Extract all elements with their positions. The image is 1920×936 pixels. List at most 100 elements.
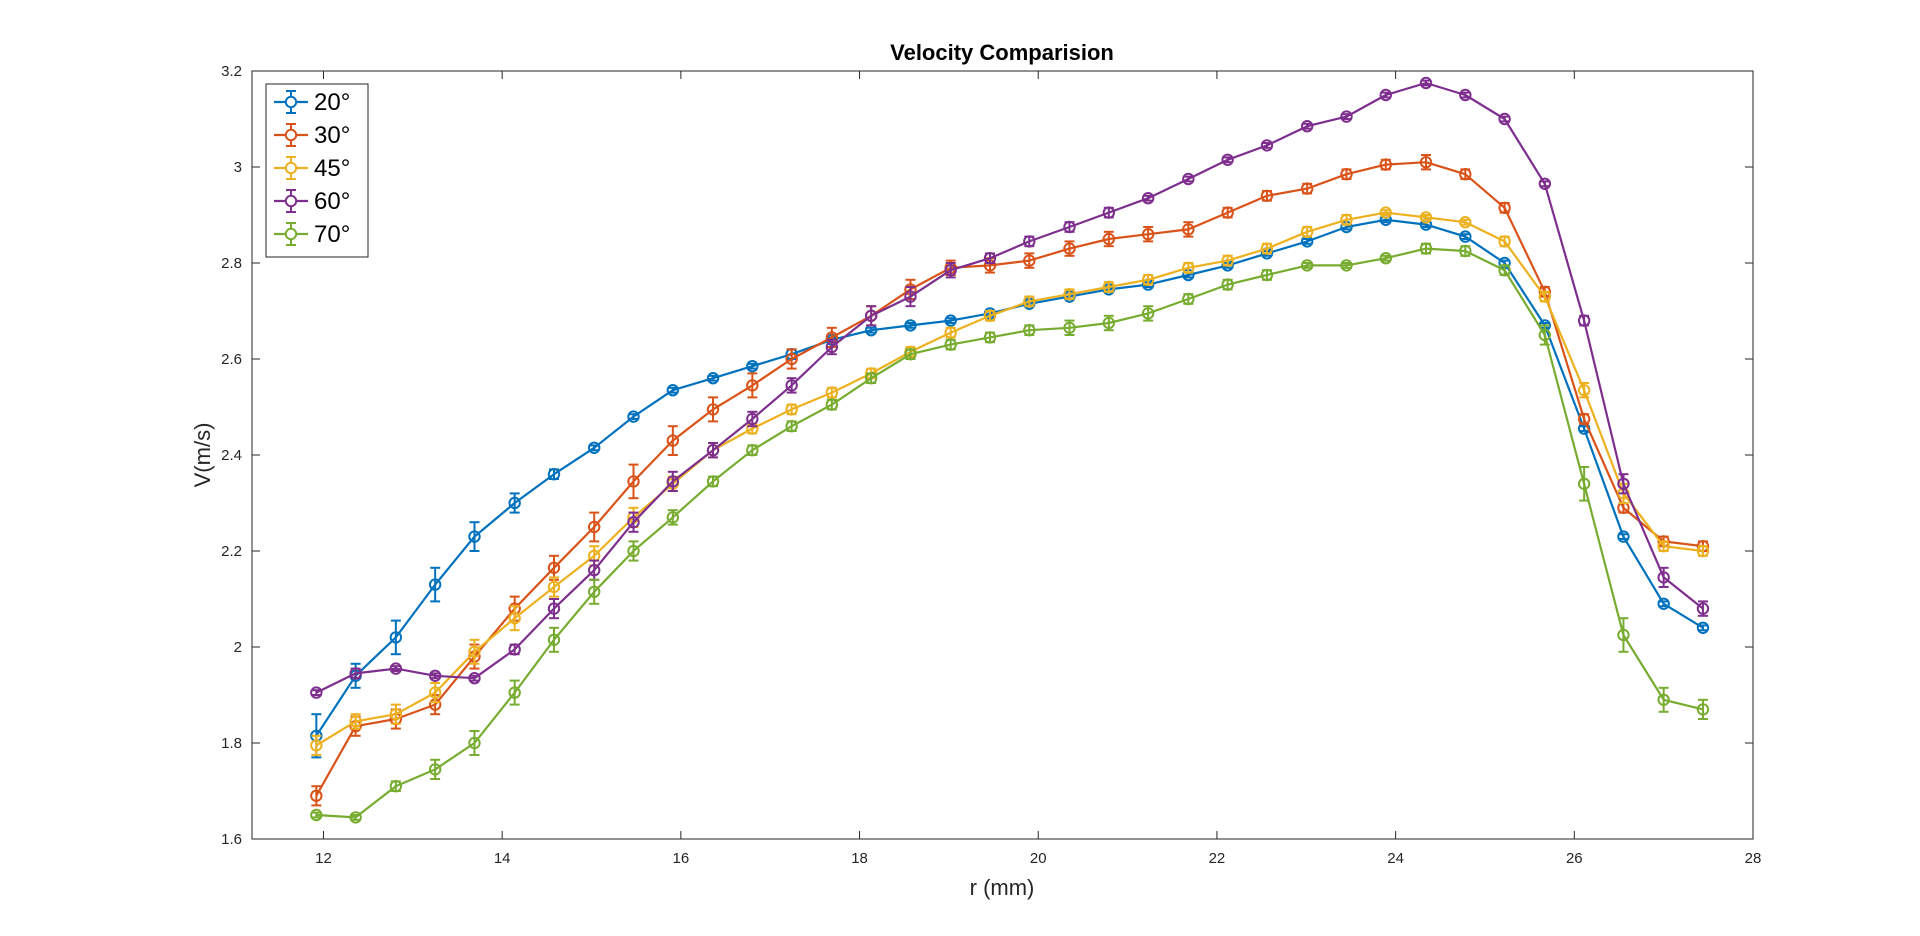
series-line (315, 81, 1704, 694)
data-point (746, 412, 759, 426)
data-point (1419, 156, 1433, 169)
data-point (1102, 206, 1116, 219)
series-line (315, 211, 1704, 747)
data-point (428, 763, 442, 776)
data-point (825, 398, 839, 411)
data-point (706, 403, 720, 416)
data-point (428, 669, 442, 682)
data-point (1379, 158, 1392, 171)
data-point (944, 338, 957, 351)
y-tick-label: 2.6 (221, 351, 242, 368)
data-point (508, 496, 521, 510)
data-point (547, 633, 561, 646)
data-point (1538, 290, 1552, 303)
data-point (1577, 477, 1591, 490)
legend-marker (284, 227, 298, 241)
data-point (627, 544, 640, 558)
data-point (666, 384, 680, 397)
data-point (904, 290, 917, 303)
data-point (468, 736, 481, 750)
data-point (1221, 278, 1234, 291)
data-point (1459, 216, 1472, 229)
data-point (310, 739, 323, 752)
data-point (389, 631, 403, 644)
data-point (1063, 220, 1076, 234)
legend-label: 60° (314, 188, 350, 215)
legend-label: 70° (314, 221, 350, 248)
data-point (864, 372, 878, 385)
data-point (1459, 244, 1472, 258)
data-point (547, 468, 561, 481)
data-point (468, 530, 481, 543)
data-point (1498, 264, 1511, 277)
data-point (468, 645, 481, 658)
data-point (508, 612, 521, 625)
data-point (1063, 288, 1076, 301)
x-tick-label: 20 (1030, 850, 1047, 867)
data-point (1657, 571, 1670, 584)
legend-marker (284, 194, 298, 208)
data-point (1023, 324, 1036, 337)
data-point (1696, 703, 1710, 716)
data-point (785, 352, 798, 366)
data-point (349, 811, 362, 824)
data-point (1141, 307, 1155, 320)
legend-box (265, 83, 369, 258)
data-point (1182, 223, 1195, 236)
data-point (1300, 120, 1314, 133)
data-point (1340, 168, 1353, 181)
data-point (666, 434, 680, 447)
data-point (1300, 225, 1314, 239)
x-tick-label: 12 (315, 850, 332, 867)
chart-title: Velocity Comparision (890, 40, 1114, 65)
data-point (904, 319, 917, 332)
data-point (1260, 268, 1274, 282)
legend-label: 20° (314, 89, 350, 116)
data-point (547, 561, 561, 574)
data-point (944, 314, 957, 327)
data-point (1340, 110, 1353, 123)
data-point (706, 475, 720, 488)
data-point (1379, 88, 1392, 102)
y-axis-title: V(m/s) (190, 423, 215, 488)
data-point (468, 672, 481, 685)
data-point (587, 520, 601, 534)
data-point (1419, 211, 1433, 224)
data-point (1538, 177, 1552, 191)
data-point (904, 348, 917, 361)
legend-item-1: 30° (274, 122, 350, 149)
data-point (1182, 292, 1195, 306)
data-point (1221, 254, 1234, 267)
data-point (1419, 242, 1433, 255)
series-4 (310, 242, 1710, 824)
data-point (389, 708, 403, 721)
data-point (1577, 412, 1591, 426)
data-point (1617, 530, 1630, 543)
x-tick-label: 22 (1209, 850, 1226, 867)
data-point (1577, 384, 1591, 397)
data-point (1023, 235, 1036, 248)
data-point (746, 360, 759, 373)
data-point (1538, 328, 1552, 342)
legend-marker (284, 95, 298, 109)
data-point (627, 475, 640, 488)
data-point (983, 252, 997, 265)
series-line (316, 247, 1704, 819)
data-point (1419, 76, 1433, 90)
data-point (1459, 168, 1472, 181)
data-point (1340, 259, 1353, 272)
data-point (1260, 189, 1274, 203)
data-point (1141, 192, 1155, 205)
data-point (627, 410, 640, 423)
data-point (1340, 213, 1353, 227)
legend-item-3: 60° (274, 188, 350, 215)
data-point (746, 444, 759, 457)
data-point (1498, 235, 1511, 248)
data-point (1221, 153, 1234, 167)
data-point (1023, 254, 1036, 267)
data-point (1141, 228, 1155, 241)
legend-item-4: 70° (274, 221, 350, 248)
data-point (547, 580, 561, 594)
data-point (1696, 602, 1710, 615)
y-tick-label: 2.2 (221, 543, 242, 560)
